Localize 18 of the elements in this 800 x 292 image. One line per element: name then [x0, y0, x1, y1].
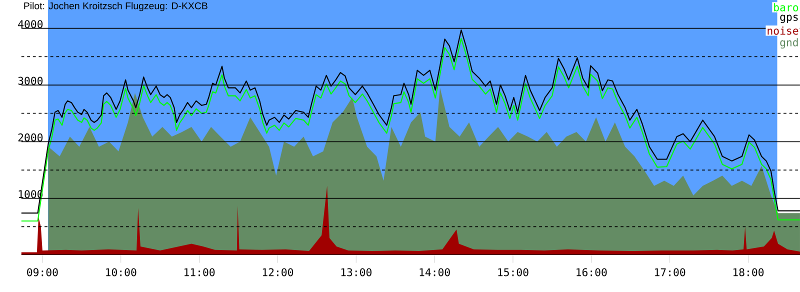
x-tick-label: 12:00 — [262, 268, 294, 276]
y-tick-label: 2000 — [18, 133, 43, 142]
x-tick-label: 14:00 — [420, 268, 450, 276]
x-tick-label: 09:00 — [27, 268, 58, 276]
text: gps — [780, 14, 798, 24]
x-tick-label: 11:00 — [184, 268, 215, 276]
chart-title: Pilot: Jochen Kroitzsch Flugzeug: D-KXCB — [24, 2, 208, 12]
text: gnd — [780, 38, 798, 49]
x-tick-label: 17:00 — [655, 268, 686, 276]
x-tick-label: 18:00 — [733, 268, 764, 276]
x-tick-label: 13:00 — [341, 268, 372, 276]
x-tick-label: 10:00 — [106, 268, 136, 276]
x-tick-label: 15:00 — [498, 268, 528, 276]
x-tick-label: 16:00 — [576, 268, 607, 276]
text: noise — [768, 26, 798, 35]
y-tick-label: 4000 — [18, 20, 43, 28]
text: baro — [774, 3, 798, 12]
y-tick-label: 3000 — [18, 76, 43, 85]
